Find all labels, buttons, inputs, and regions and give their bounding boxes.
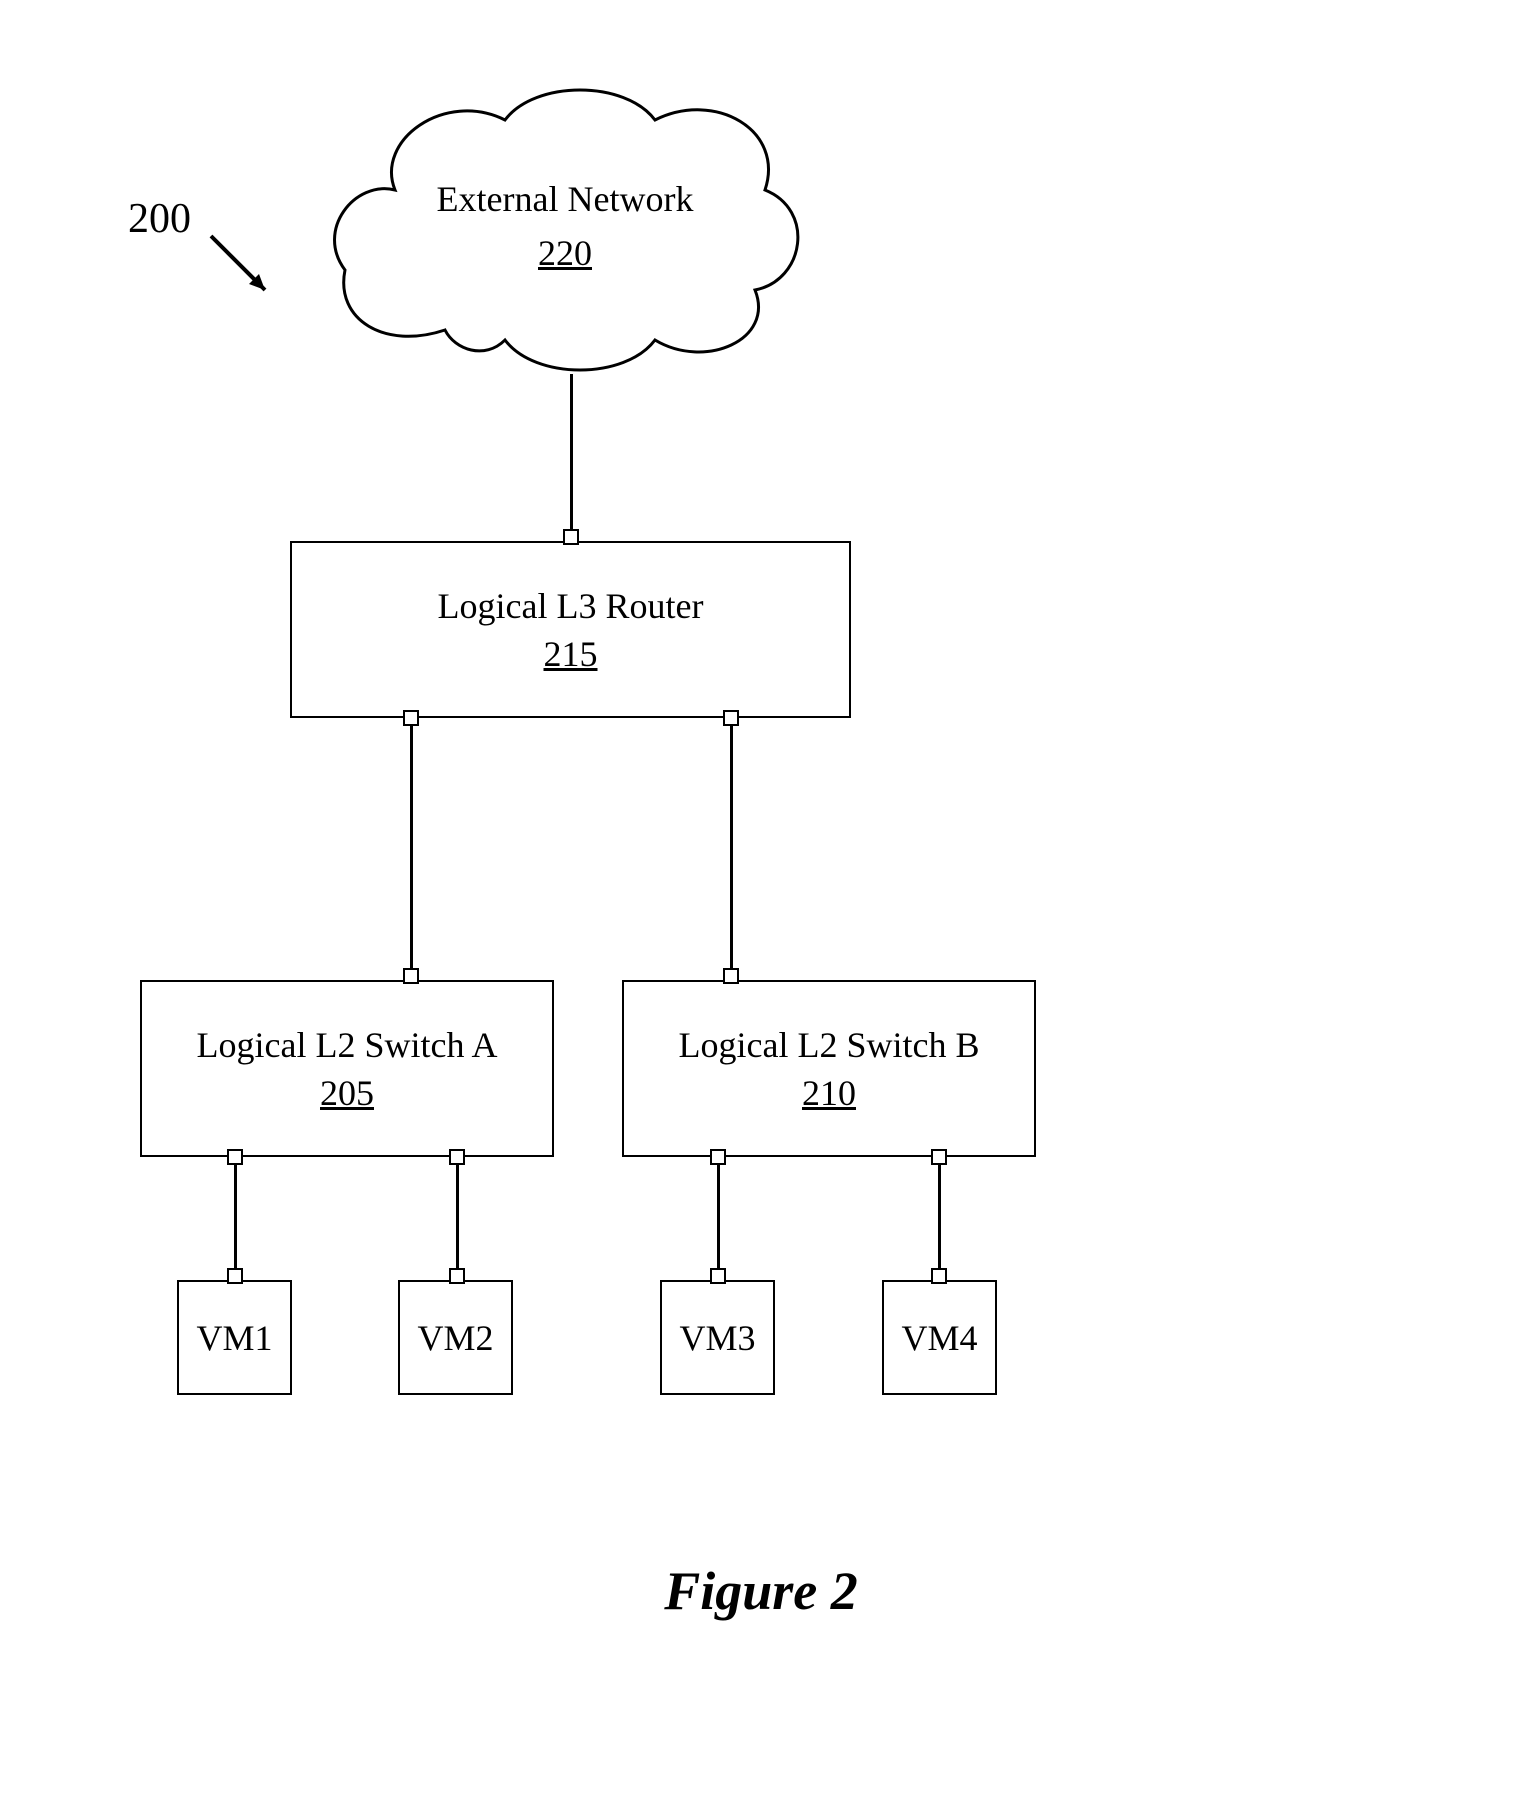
figure-label: Figure 2 xyxy=(0,1560,1522,1622)
cloud-external-network: External Network 220 xyxy=(325,70,805,380)
connector-line xyxy=(938,1158,941,1280)
switch-b-ref: 210 xyxy=(802,1072,856,1114)
vm-box: VM1 xyxy=(177,1280,292,1395)
port-icon xyxy=(563,529,579,545)
router-label: Logical L3 Router xyxy=(438,585,704,627)
port-icon xyxy=(931,1149,947,1165)
connector-line xyxy=(234,1158,237,1280)
switch-a-label: Logical L2 Switch A xyxy=(197,1024,498,1066)
connector-line xyxy=(570,374,573,541)
port-icon xyxy=(449,1268,465,1284)
connector-line xyxy=(456,1158,459,1280)
arrow-icon xyxy=(205,230,295,320)
cloud-label-block: External Network 220 xyxy=(325,178,805,274)
connector-line xyxy=(730,718,733,979)
port-icon xyxy=(403,968,419,984)
vm-label: VM3 xyxy=(679,1317,755,1359)
figure-number: 200 xyxy=(128,195,191,243)
vm-label: VM4 xyxy=(901,1317,977,1359)
cloud-ref: 220 xyxy=(325,232,805,274)
vm-label: VM1 xyxy=(196,1317,272,1359)
vm-box: VM4 xyxy=(882,1280,997,1395)
vm-box: VM2 xyxy=(398,1280,513,1395)
switch-a-ref: 205 xyxy=(320,1072,374,1114)
port-icon xyxy=(723,968,739,984)
port-icon xyxy=(710,1268,726,1284)
vm-label: VM2 xyxy=(417,1317,493,1359)
port-icon xyxy=(227,1149,243,1165)
cloud-label: External Network xyxy=(437,179,694,219)
vm-box: VM3 xyxy=(660,1280,775,1395)
diagram-root: 200 External Network 220 Logical L3 Rout… xyxy=(0,0,1522,1798)
switch-b-box: Logical L2 Switch B 210 xyxy=(622,980,1036,1157)
port-icon xyxy=(227,1268,243,1284)
router-box: Logical L3 Router 215 xyxy=(290,541,851,718)
connector-line xyxy=(717,1158,720,1280)
port-icon xyxy=(449,1149,465,1165)
port-icon xyxy=(710,1149,726,1165)
port-icon xyxy=(403,710,419,726)
switch-b-label: Logical L2 Switch B xyxy=(679,1024,980,1066)
port-icon xyxy=(723,710,739,726)
connector-line xyxy=(410,718,413,979)
switch-a-box: Logical L2 Switch A 205 xyxy=(140,980,554,1157)
port-icon xyxy=(931,1268,947,1284)
router-ref: 215 xyxy=(544,633,598,675)
